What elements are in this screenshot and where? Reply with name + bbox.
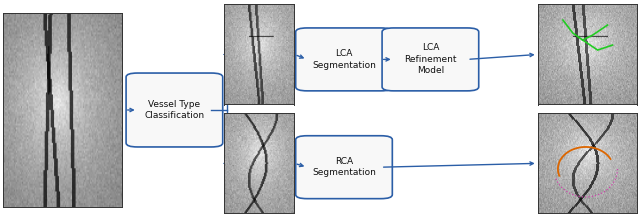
FancyBboxPatch shape [296, 28, 392, 91]
Text: LCA
Segmentation: LCA Segmentation [312, 49, 376, 70]
Text: RCA
Segmentation: RCA Segmentation [312, 157, 376, 177]
Text: LCA
Refinement
Model: LCA Refinement Model [404, 44, 457, 75]
FancyBboxPatch shape [16, 18, 122, 201]
Text: Vessel Type
Classification: Vessel Type Classification [145, 100, 204, 120]
FancyBboxPatch shape [126, 73, 223, 147]
FancyBboxPatch shape [10, 16, 122, 204]
FancyBboxPatch shape [296, 136, 392, 199]
FancyBboxPatch shape [382, 28, 479, 91]
